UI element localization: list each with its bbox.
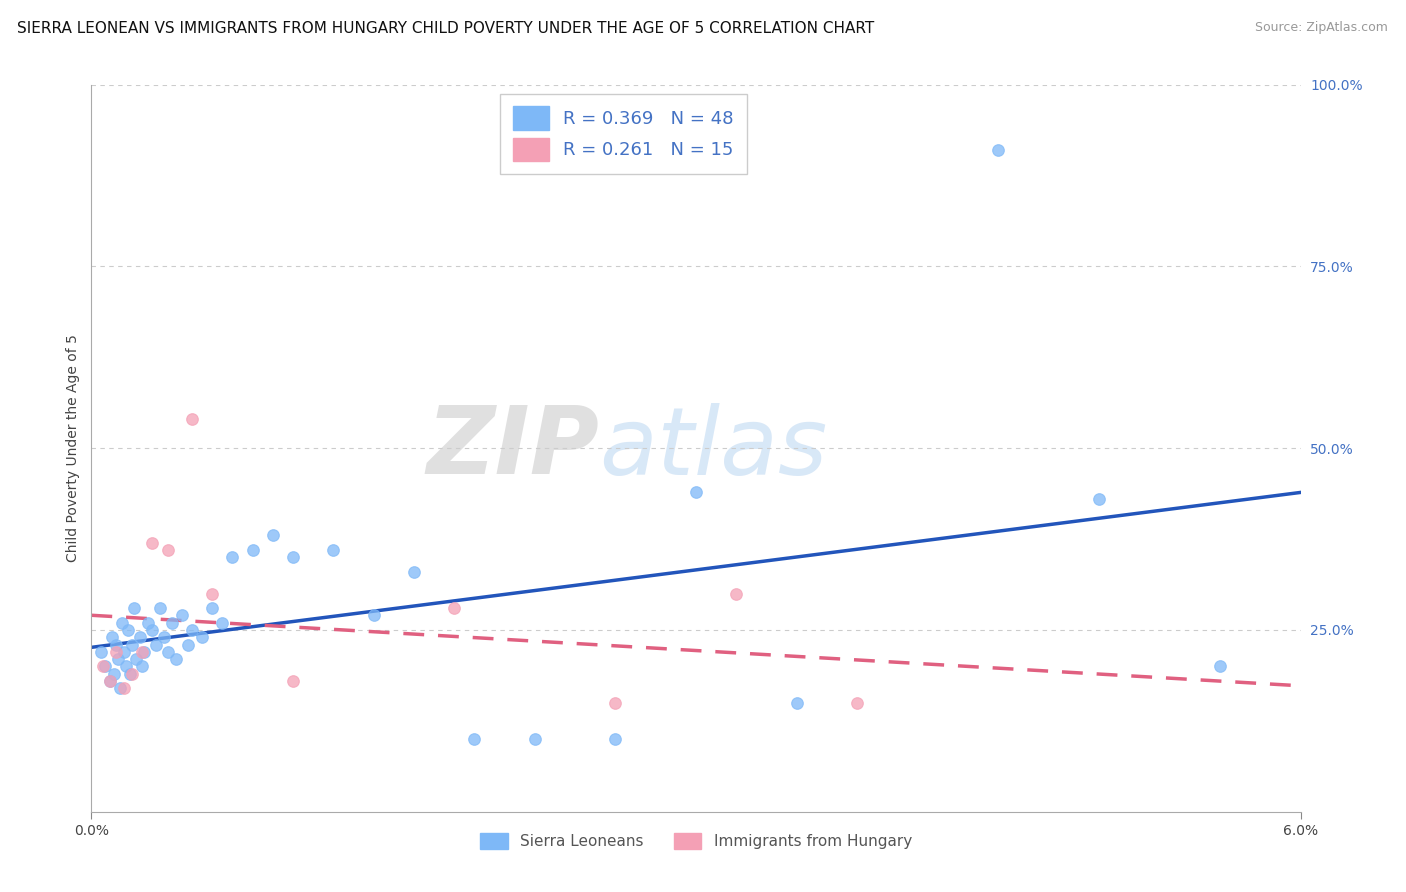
Point: [281, 673, 304, 688]
Point: [172, 608, 194, 623]
Point: [685, 484, 707, 499]
Point: [605, 731, 627, 746]
Point: [118, 666, 141, 681]
Point: [281, 550, 304, 565]
Point: [107, 652, 129, 666]
Point: [132, 645, 155, 659]
Point: [98, 673, 121, 688]
Point: [211, 615, 233, 630]
Point: [156, 543, 179, 558]
Point: [181, 412, 204, 426]
Point: [1209, 659, 1232, 673]
Point: [98, 673, 121, 688]
Point: [363, 608, 385, 623]
Point: [605, 696, 627, 710]
Point: [181, 623, 204, 637]
Text: SIERRA LEONEAN VS IMMIGRANTS FROM HUNGARY CHILD POVERTY UNDER THE AGE OF 5 CORRE: SIERRA LEONEAN VS IMMIGRANTS FROM HUNGAR…: [17, 21, 875, 37]
Point: [177, 638, 200, 652]
Point: [90, 645, 112, 659]
Point: [131, 645, 153, 659]
Point: [1088, 492, 1111, 507]
Point: [160, 615, 183, 630]
Point: [104, 645, 127, 659]
Point: [786, 696, 808, 710]
Point: [117, 623, 139, 637]
Point: [463, 731, 485, 746]
Point: [443, 601, 465, 615]
Point: [725, 587, 748, 601]
Point: [523, 731, 546, 746]
Point: [111, 615, 132, 630]
Point: [112, 681, 135, 695]
Point: [987, 143, 1010, 157]
Point: [131, 659, 153, 673]
Text: Source: ZipAtlas.com: Source: ZipAtlas.com: [1254, 21, 1388, 35]
Point: [103, 666, 125, 681]
Point: [201, 587, 224, 601]
Point: [104, 638, 127, 652]
Point: [165, 652, 187, 666]
Point: [153, 630, 176, 644]
Point: [149, 601, 172, 615]
Point: [136, 615, 159, 630]
Text: ZIP: ZIP: [426, 402, 599, 494]
Point: [402, 565, 425, 579]
Point: [112, 645, 135, 659]
Point: [121, 666, 143, 681]
Point: [262, 528, 284, 542]
Point: [108, 681, 131, 695]
Point: [191, 630, 214, 644]
Y-axis label: Child Poverty Under the Age of 5: Child Poverty Under the Age of 5: [66, 334, 80, 562]
Point: [122, 601, 145, 615]
Point: [242, 543, 264, 558]
Point: [100, 630, 122, 644]
Point: [94, 659, 117, 673]
Point: [141, 623, 163, 637]
Point: [145, 638, 167, 652]
Point: [128, 630, 150, 644]
Point: [121, 638, 143, 652]
Point: [322, 543, 344, 558]
Point: [93, 659, 115, 673]
Point: [125, 652, 148, 666]
Text: atlas: atlas: [599, 402, 828, 494]
Point: [156, 645, 179, 659]
Point: [114, 659, 136, 673]
Point: [846, 696, 869, 710]
Point: [201, 601, 224, 615]
Point: [141, 535, 163, 549]
Point: [221, 550, 243, 565]
Legend: Sierra Leoneans, Immigrants from Hungary: Sierra Leoneans, Immigrants from Hungary: [474, 827, 918, 855]
